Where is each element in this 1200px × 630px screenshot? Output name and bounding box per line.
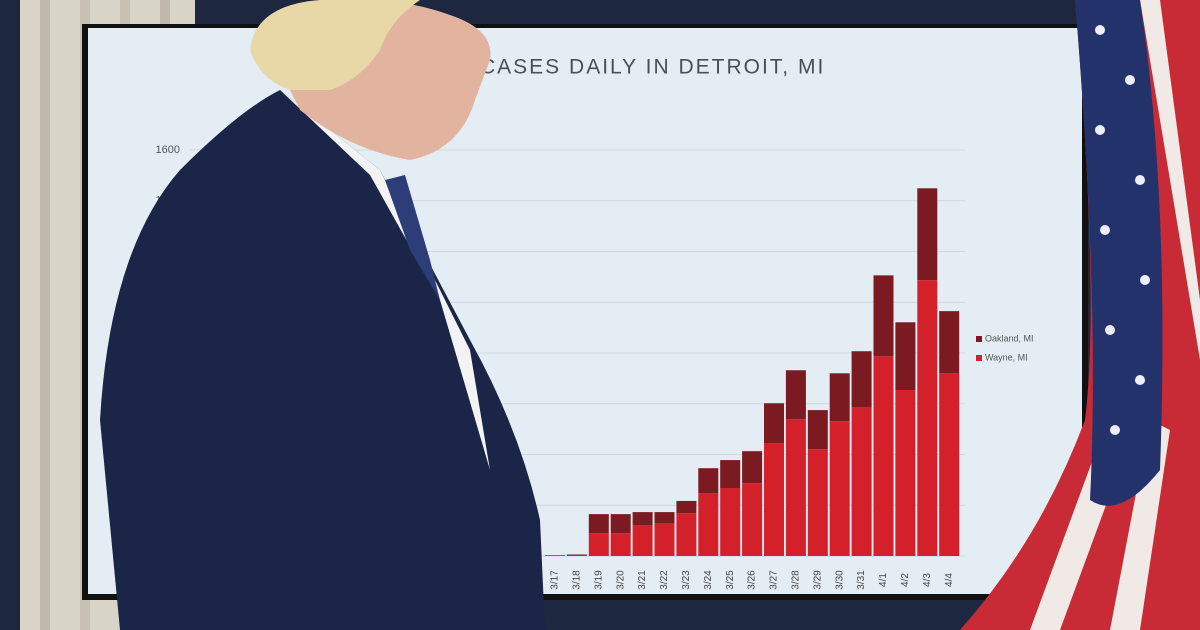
- x-tick-label: 4/4: [944, 573, 955, 587]
- bar-segment: [720, 487, 741, 556]
- bar-segment: [566, 554, 587, 555]
- bar-segment: [698, 468, 719, 494]
- bar-segment: [588, 514, 609, 534]
- bar-segment: [566, 554, 587, 556]
- bar-segment: [654, 523, 675, 556]
- y-tick-label: 1600: [156, 144, 180, 156]
- bar-segment: [917, 280, 938, 556]
- bar-segment: [698, 493, 719, 556]
- bar-segment: [632, 512, 653, 526]
- bar-segment: [764, 443, 784, 556]
- x-tick-label: 4/2: [900, 573, 911, 587]
- bar-segment: [895, 390, 916, 556]
- bar-segment: [676, 513, 697, 556]
- person: [100, 0, 545, 630]
- x-tick-label: 4/1: [878, 573, 889, 587]
- bar-segment: [895, 322, 916, 391]
- bar-segment: [851, 351, 872, 408]
- x-tick-label: 3/28: [791, 570, 802, 590]
- bar-segment: [654, 512, 675, 524]
- bar-segment: [807, 410, 828, 450]
- bar-segment: [610, 533, 631, 556]
- x-tick-label: 3/21: [637, 570, 648, 590]
- bar-segment: [742, 483, 763, 556]
- bar-segment: [939, 373, 960, 556]
- bar-segment: [632, 525, 653, 556]
- bar-segment: [807, 449, 828, 556]
- bar-segment: [829, 421, 850, 556]
- legend-label: Oakland, MI: [985, 333, 1034, 343]
- column-flute: [40, 0, 50, 630]
- x-tick-label: 3/31: [856, 570, 867, 590]
- bar-segment: [785, 419, 806, 556]
- bar-segment: [764, 403, 784, 444]
- x-tick-label: 3/17: [550, 570, 561, 590]
- x-tick-label: 3/27: [769, 570, 780, 590]
- bar-segment: [610, 514, 631, 534]
- bar-segment: [917, 188, 938, 281]
- chart-title: CASES DAILY IN DETROIT, MI: [480, 56, 825, 79]
- bar-segment: [851, 407, 872, 556]
- legend-swatch: [976, 336, 982, 342]
- bar-segment: [873, 275, 894, 357]
- bar-segment: [545, 555, 565, 556]
- bar-segment: [785, 370, 806, 420]
- x-tick-label: 3/23: [681, 570, 692, 590]
- flag: [960, 0, 1200, 630]
- bar-segment: [588, 533, 609, 556]
- bar-segment: [720, 460, 741, 488]
- x-tick-label: 3/19: [593, 570, 604, 590]
- bar-segment: [829, 373, 850, 422]
- x-tick-label: 3/29: [812, 570, 823, 590]
- bar-segment: [873, 356, 894, 556]
- bar-segment: [742, 451, 763, 484]
- x-tick-label: 3/30: [834, 570, 845, 590]
- x-tick-label: 3/24: [703, 570, 714, 590]
- legend-label: Wayne, MI: [985, 352, 1028, 362]
- bar-segment: [676, 500, 697, 514]
- bar-segment: [939, 311, 960, 374]
- x-tick-label: 3/18: [572, 570, 583, 590]
- x-tick-label: 3/22: [659, 570, 670, 590]
- x-tick-label: 3/20: [615, 570, 626, 590]
- x-tick-label: 4/3: [922, 573, 933, 587]
- legend-swatch: [976, 355, 982, 361]
- x-tick-label: 3/26: [747, 570, 758, 590]
- x-tick-label: 3/25: [725, 570, 736, 590]
